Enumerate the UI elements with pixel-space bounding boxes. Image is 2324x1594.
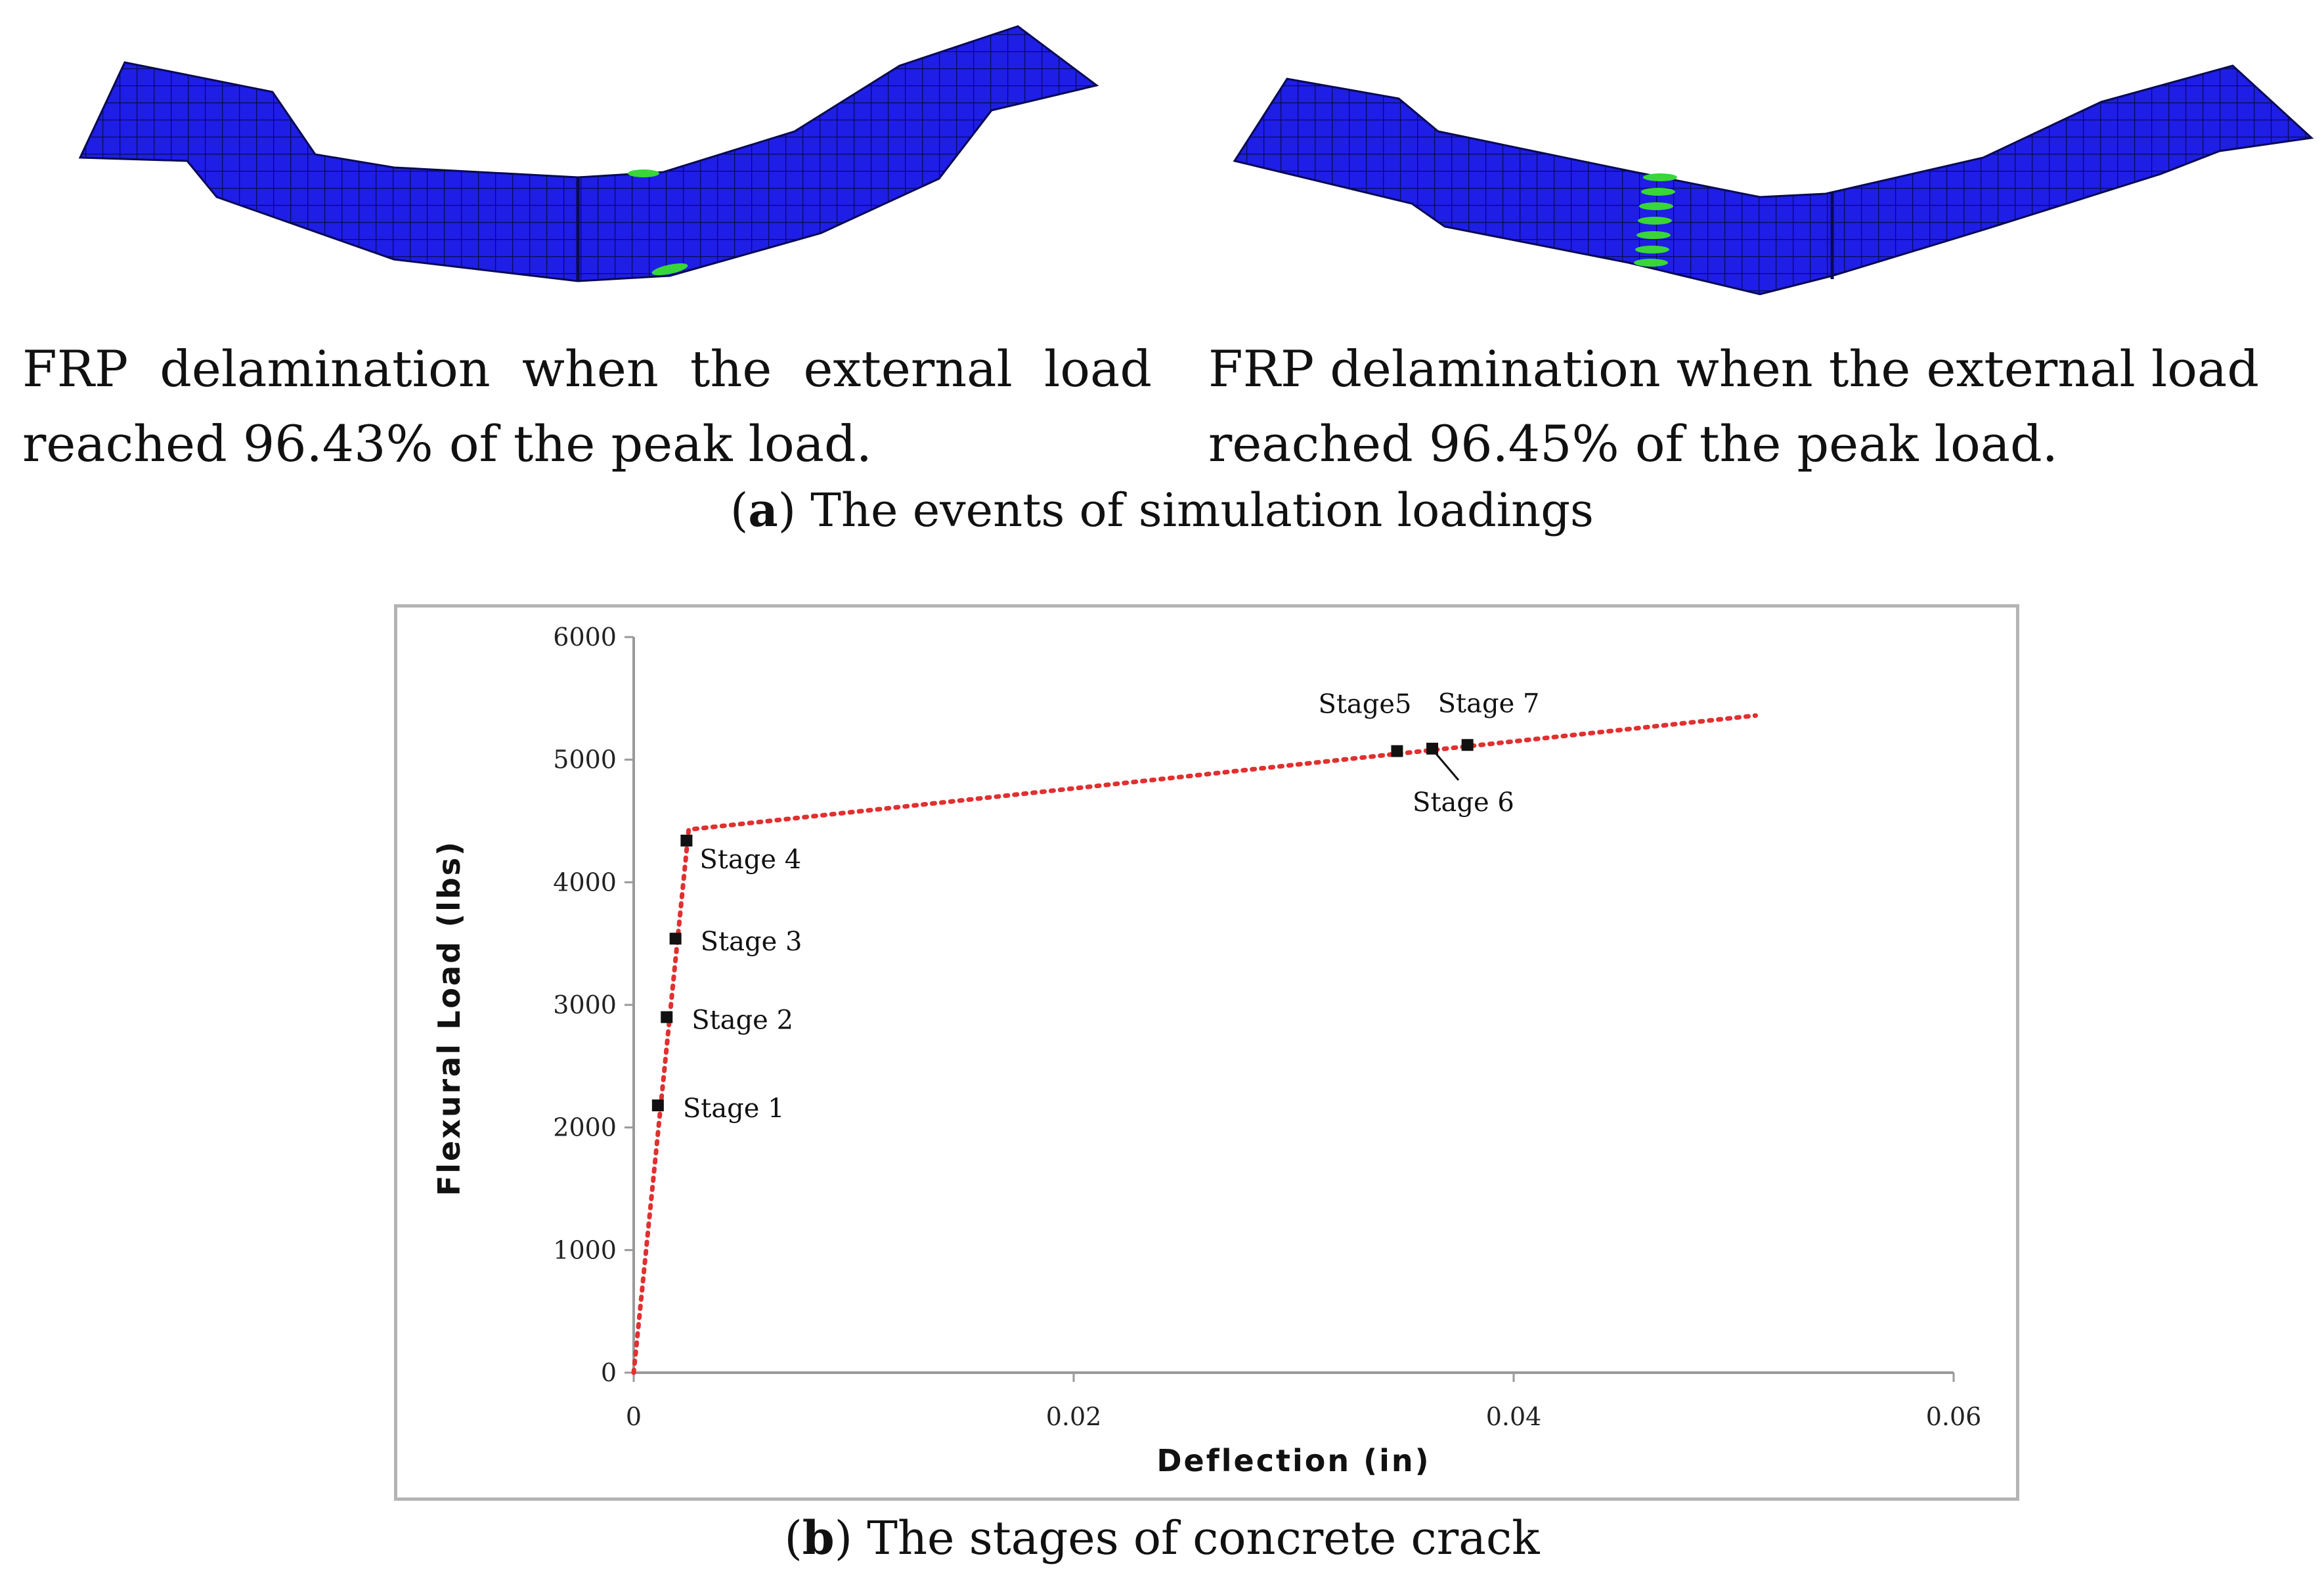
y-tick-label: 1000 [553, 1235, 617, 1264]
left-delamination-bottom [651, 263, 688, 275]
data-point [669, 933, 682, 945]
data-point [651, 1099, 664, 1112]
trend-line [631, 713, 1758, 1375]
left-beam-shape [78, 25, 1099, 282]
right-caption: FRP delamination when the external load … [1208, 332, 2285, 481]
stage-label: Stage 1 [683, 1094, 785, 1124]
chart-axes: 0 1000 2000 3000 4000 5000 6000 0 0.02 0.04 0.06 [553, 623, 1981, 1431]
stage-label: Stage 7 [1438, 688, 1540, 719]
y-axis-title: Flexural Load (lbs) [431, 840, 467, 1196]
panel-a-caption: (a) The events of simulation loadings [730, 483, 1594, 537]
trend-line-group [631, 713, 1758, 1375]
x-axis-title: Deflection (in) [1156, 1443, 1430, 1478]
y-tick-label: 4000 [553, 868, 617, 897]
data-point [680, 834, 693, 847]
y-tick-label: 0 [601, 1358, 617, 1387]
panel-a-caption-text: ) The events of simulation loadings [778, 483, 1594, 537]
right-delamination-zone [1634, 173, 1677, 267]
left-caption-line-2: reached 96.43% of the peak load. [22, 414, 872, 473]
panel-b-caption-text: ) The stages of concrete crack [834, 1511, 1540, 1565]
y-tick-label: 3000 [553, 990, 617, 1019]
x-tick-label: 0.04 [1486, 1402, 1542, 1431]
stage-6-leader-line [1435, 753, 1460, 781]
panel-b-caption: (b) The stages of concrete crack [784, 1511, 1540, 1565]
stage-label: Stage 4 [699, 845, 801, 875]
stage-label: Stage 2 [691, 1006, 793, 1036]
stage-label: Stage 6 [1413, 787, 1514, 818]
stage-label: Stage5 [1318, 690, 1411, 720]
data-point [1391, 745, 1403, 757]
data-point [1461, 739, 1474, 751]
x-tick-label: 0.02 [1046, 1402, 1102, 1431]
x-tick-label: 0 [626, 1402, 642, 1431]
data-point [1426, 742, 1439, 755]
left-delamination-top [628, 169, 659, 177]
right-caption-line-2: reached 96.45% of the peak load. [1208, 414, 2058, 473]
left-beam-mesh [78, 25, 1099, 282]
right-beam-shape [1233, 64, 2314, 296]
left-caption: FRP delamination when the external load … [22, 332, 1152, 481]
y-tick-label: 5000 [553, 745, 617, 774]
load-deflection-chart: 0 1000 2000 3000 4000 5000 6000 0 0.02 0.04 0.06 S… [431, 623, 1981, 1478]
left-caption-line-1: FRP delamination when the external load [22, 340, 1152, 398]
right-caption-line-1: FRP delamination when the external load [1208, 340, 2259, 398]
y-tick-label: 2000 [553, 1113, 617, 1142]
data-points-group: Stage 1 Stage 2 Stage 3 Stage 4 Stage5 Stage … [651, 688, 1540, 1124]
stage-label: Stage 3 [701, 927, 802, 957]
panel-b-letter: b [802, 1511, 835, 1565]
x-tick-label: 0.06 [1926, 1402, 1982, 1431]
right-beam-mesh [1233, 64, 2314, 296]
y-tick-label: 6000 [553, 623, 617, 652]
data-point [661, 1011, 673, 1023]
panel-a-letter: a [748, 483, 778, 537]
